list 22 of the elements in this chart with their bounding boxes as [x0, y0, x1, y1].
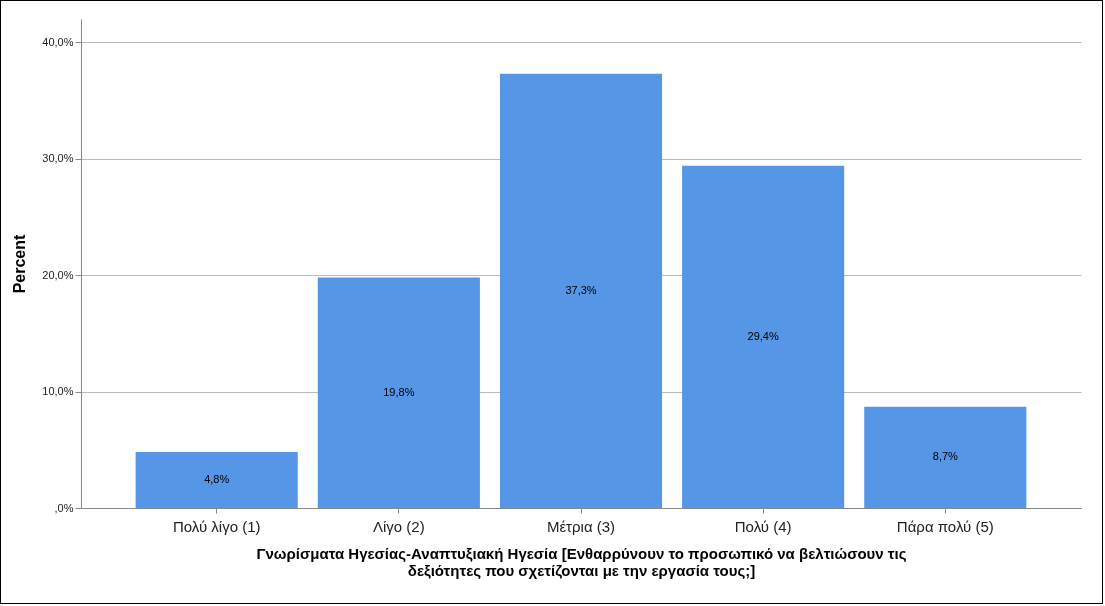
y-axis-title: Percent — [11, 233, 29, 294]
data-label: 4,8% — [204, 473, 230, 486]
x-tick-label: Πολύ λίγο (1) — [172, 517, 261, 535]
bar — [317, 277, 480, 508]
x-tick-label: Πάρα πολύ (5) — [896, 517, 994, 535]
bar — [682, 165, 845, 508]
x-tick-label: Πολύ (4) — [734, 517, 792, 535]
data-label: 37,3% — [565, 283, 597, 296]
data-label: 29,4% — [747, 329, 779, 342]
y-tick-label: 20,0% — [42, 268, 74, 281]
bar — [499, 73, 663, 508]
y-tick-label: 40,0% — [42, 35, 74, 48]
data-label: 19,8% — [383, 385, 415, 398]
bar — [864, 406, 1027, 508]
y-tick-label: 30,0% — [42, 152, 74, 165]
x-axis-title: Γνωρίσματα Ηγεσίας-Αναπτυξιακή Ηγεσία [Ενθαρρύνουν το προσωπικό να βελτιώσουν τις δεξιότητες που σχετίζονται με την εργασία τους;] — [256, 544, 907, 579]
data-label: 8,7% — [932, 450, 959, 463]
x-tick-label: Λίγο (2) — [373, 517, 425, 535]
bar — [135, 452, 298, 508]
y-tick-label: 10,0% — [42, 385, 74, 398]
x-tick-label: Μέτρια (3) — [546, 517, 616, 535]
y-tick-label: ,0% — [54, 501, 74, 514]
